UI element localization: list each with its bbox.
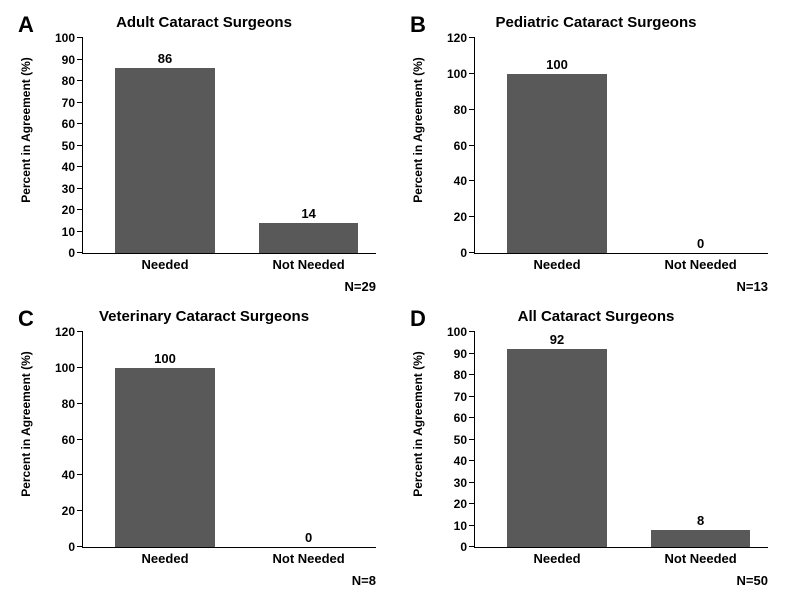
y-tick-label: 70 [62, 96, 83, 110]
n-label: N=13 [737, 279, 768, 294]
n-label: N=50 [737, 573, 768, 588]
y-tick-label: 60 [454, 411, 475, 425]
y-tick-label: 100 [55, 361, 83, 375]
panel-grid: A Adult Cataract Surgeons Percent in Agr… [12, 12, 788, 592]
y-tick-label: 20 [62, 504, 83, 518]
bar: 14 [259, 223, 359, 253]
y-axis-label: Percent in Agreement (%) [19, 57, 33, 203]
x-tick-label: Not Needed [664, 253, 736, 272]
y-tick-label: 0 [68, 246, 83, 260]
x-tick-label: Not Needed [272, 547, 344, 566]
y-axis-label: Percent in Agreement (%) [411, 351, 425, 497]
y-tick-label: 70 [454, 390, 475, 404]
bar: 100 [507, 74, 607, 253]
y-tick-label: 50 [62, 139, 83, 153]
bar-value-label: 14 [301, 206, 315, 223]
y-tick-label: 120 [55, 325, 83, 339]
y-tick-label: 100 [447, 67, 475, 81]
y-axis-label: Percent in Agreement (%) [19, 351, 33, 497]
y-tick-label: 10 [62, 225, 83, 239]
y-tick-label: 80 [62, 397, 83, 411]
bar-value-label: 100 [546, 57, 568, 74]
x-tick-label: Not Needed [664, 547, 736, 566]
bar: 86 [115, 68, 215, 253]
y-tick-label: 40 [62, 468, 83, 482]
y-tick-label: 100 [55, 31, 83, 45]
bar-value-label: 0 [305, 530, 312, 547]
y-tick-label: 20 [62, 203, 83, 217]
plot-area: 010203040506070809010086Needed14Not Need… [82, 38, 376, 254]
bar: 100 [115, 368, 215, 547]
y-tick-label: 80 [454, 103, 475, 117]
n-label: N=29 [345, 279, 376, 294]
panel-b: B Pediatric Cataract Surgeons Percent in… [404, 12, 788, 298]
bar-value-label: 0 [697, 236, 704, 253]
y-tick-label: 60 [454, 139, 475, 153]
x-tick-label: Needed [534, 253, 581, 272]
x-tick-label: Needed [142, 547, 189, 566]
n-label: N=8 [352, 573, 376, 588]
y-tick-label: 80 [62, 74, 83, 88]
y-tick-label: 120 [447, 31, 475, 45]
y-tick-label: 0 [460, 246, 475, 260]
x-tick-label: Needed [534, 547, 581, 566]
panel-c: C Veterinary Cataract Surgeons Percent i… [12, 306, 396, 592]
bar-value-label: 8 [697, 513, 704, 530]
bar-value-label: 92 [550, 332, 564, 349]
y-tick-label: 60 [62, 117, 83, 131]
y-tick-label: 0 [460, 540, 475, 554]
panel-title: Pediatric Cataract Surgeons [404, 14, 788, 31]
bar-value-label: 100 [154, 351, 176, 368]
y-tick-label: 30 [62, 182, 83, 196]
y-tick-label: 40 [454, 174, 475, 188]
plot-area: 020406080100120100Needed0Not Needed [474, 38, 768, 254]
y-tick-label: 60 [62, 433, 83, 447]
x-tick-label: Not Needed [272, 253, 344, 272]
y-tick-label: 10 [454, 519, 475, 533]
panel-a: A Adult Cataract Surgeons Percent in Agr… [12, 12, 396, 298]
x-tick-label: Needed [142, 253, 189, 272]
panel-d: D All Cataract Surgeons Percent in Agree… [404, 306, 788, 592]
y-tick-label: 80 [454, 368, 475, 382]
y-tick-label: 90 [454, 347, 475, 361]
y-tick-label: 90 [62, 53, 83, 67]
panel-title: Veterinary Cataract Surgeons [12, 308, 396, 325]
y-tick-label: 30 [454, 476, 475, 490]
panel-title: Adult Cataract Surgeons [12, 14, 396, 31]
y-tick-label: 20 [454, 497, 475, 511]
bar: 92 [507, 349, 607, 547]
y-axis-label: Percent in Agreement (%) [411, 57, 425, 203]
y-tick-label: 0 [68, 540, 83, 554]
y-tick-label: 50 [454, 433, 475, 447]
y-tick-label: 100 [447, 325, 475, 339]
bar: 8 [651, 530, 751, 547]
plot-area: 020406080100120100Needed0Not Needed [82, 332, 376, 548]
y-tick-label: 20 [454, 210, 475, 224]
bar-value-label: 86 [158, 51, 172, 68]
y-tick-label: 40 [62, 160, 83, 174]
plot-area: 010203040506070809010092Needed8Not Neede… [474, 332, 768, 548]
y-tick-label: 40 [454, 454, 475, 468]
panel-title: All Cataract Surgeons [404, 308, 788, 325]
